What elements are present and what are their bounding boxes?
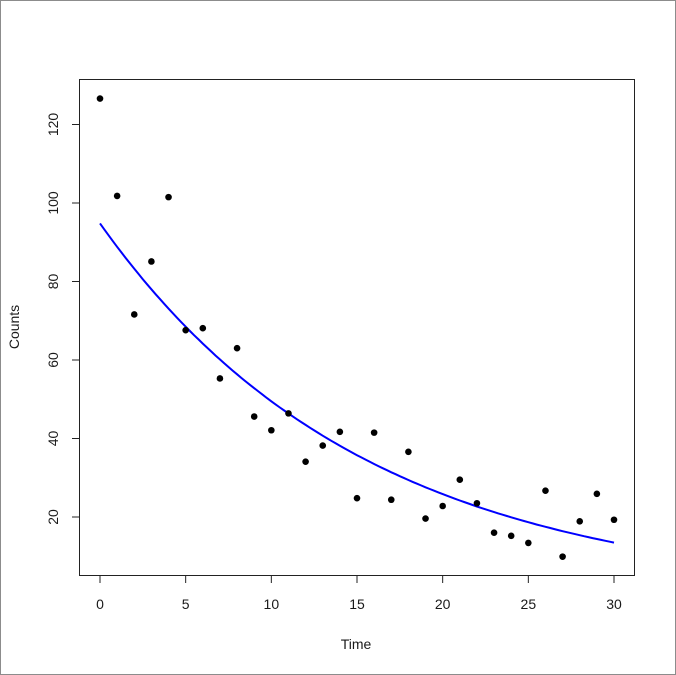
data-point: [130, 311, 138, 318]
data-point: [507, 532, 515, 540]
data-point: [216, 375, 224, 382]
data-point: [439, 502, 446, 510]
data-point: [456, 476, 464, 484]
x-tick-label: 15: [349, 596, 365, 612]
data-point: [199, 324, 207, 332]
data-point: [576, 518, 584, 525]
y-tick-label: 100: [45, 191, 61, 215]
data-point: [387, 496, 395, 504]
x-tick-label: 20: [435, 596, 451, 612]
fit-curve: [99, 222, 615, 544]
y-tick-label: 60: [45, 352, 61, 368]
x-tick-label: 25: [521, 596, 537, 612]
x-axis-label: Time: [341, 636, 372, 652]
data-point: [285, 410, 292, 417]
data-point: [336, 428, 344, 436]
data-point: [559, 553, 566, 560]
y-tick-label: 20: [45, 509, 61, 525]
y-tick-label: 120: [45, 113, 61, 137]
data-point: [148, 258, 155, 265]
data-point: [525, 539, 532, 547]
data-point: [490, 529, 498, 536]
data-point: [542, 487, 549, 495]
data-point: [113, 192, 121, 200]
data-point: [302, 458, 309, 465]
data-point: [473, 499, 481, 507]
x-tick-label: 10: [264, 596, 280, 612]
data-point: [182, 326, 189, 334]
data-point: [422, 515, 429, 522]
data-point: [165, 193, 172, 201]
data-point: [319, 442, 327, 449]
data-point: [268, 426, 275, 434]
x-tick-label: 30: [606, 596, 622, 612]
x-axis: 0 5 10 15 20 25 30: [96, 575, 622, 612]
data-point: [233, 344, 241, 352]
data-point: [96, 95, 104, 102]
data-point: [250, 413, 258, 420]
x-tick-label: 5: [182, 596, 190, 612]
y-axis-label: Counts: [6, 305, 22, 349]
x-tick-label: 0: [96, 596, 104, 612]
data-point: [405, 448, 412, 456]
data-point: [610, 516, 618, 524]
y-axis: 20 40 60 80 100 120: [45, 113, 80, 525]
y-tick-label: 80: [45, 274, 61, 290]
y-tick-label: 40: [45, 431, 61, 447]
data-points: [96, 95, 618, 560]
data-point: [353, 494, 361, 502]
data-point: [593, 490, 601, 498]
data-point: [370, 429, 378, 436]
